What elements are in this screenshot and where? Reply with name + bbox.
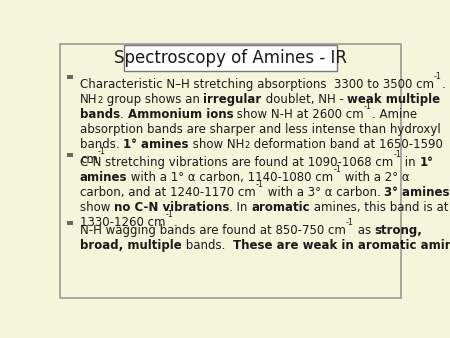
Text: carbon, and at 1240-1170 cm: carbon, and at 1240-1170 cm bbox=[80, 186, 256, 199]
Text: bands.: bands. bbox=[182, 239, 233, 252]
Text: 1330-1260 cm: 1330-1260 cm bbox=[80, 216, 166, 229]
Text: amines: amines bbox=[80, 171, 127, 184]
Text: doublet, NH -: doublet, NH - bbox=[262, 93, 347, 105]
Text: with a 2° α: with a 2° α bbox=[342, 171, 410, 184]
Text: group shows an: group shows an bbox=[103, 93, 203, 105]
Bar bbox=[68, 75, 73, 79]
Text: N-H wagging bands are found at 850-750 cm: N-H wagging bands are found at 850-750 c… bbox=[80, 224, 346, 237]
Text: .: . bbox=[106, 153, 109, 166]
Text: . Amine: . Amine bbox=[372, 108, 417, 121]
Text: Ammonium ions: Ammonium ions bbox=[128, 108, 233, 121]
Text: as: as bbox=[354, 224, 374, 237]
Text: 3° amines: 3° amines bbox=[384, 186, 450, 199]
Text: bands: bands bbox=[80, 108, 120, 121]
Text: show: show bbox=[80, 201, 114, 214]
Bar bbox=[68, 153, 73, 157]
Text: aromatic: aromatic bbox=[252, 201, 310, 214]
Text: Spectroscopy of Amines - IR: Spectroscopy of Amines - IR bbox=[114, 49, 347, 67]
Text: broad, multiple: broad, multiple bbox=[80, 239, 182, 252]
Text: -1: -1 bbox=[333, 165, 342, 174]
Text: -1: -1 bbox=[166, 210, 173, 219]
Text: absorption bands are sharper and less intense than hydroxyl: absorption bands are sharper and less in… bbox=[80, 123, 441, 136]
Text: . In: . In bbox=[230, 201, 252, 214]
Text: 2: 2 bbox=[98, 96, 103, 105]
Bar bbox=[68, 221, 73, 225]
Text: in: in bbox=[401, 155, 419, 169]
Text: show N-H at 2600 cm: show N-H at 2600 cm bbox=[233, 108, 364, 121]
Text: with a 1° α carbon, 1140-1080 cm: with a 1° α carbon, 1140-1080 cm bbox=[127, 171, 333, 184]
Text: NH: NH bbox=[80, 93, 98, 105]
Text: .: . bbox=[173, 216, 177, 229]
Text: 2: 2 bbox=[244, 141, 250, 150]
Text: -1: -1 bbox=[393, 150, 401, 159]
Text: cm: cm bbox=[80, 153, 98, 166]
Text: -1: -1 bbox=[434, 72, 442, 81]
Text: strong,: strong, bbox=[374, 224, 423, 237]
Text: 1°: 1° bbox=[419, 155, 433, 169]
FancyBboxPatch shape bbox=[124, 45, 337, 71]
Text: amines, this band is at: amines, this band is at bbox=[310, 201, 449, 214]
Text: -1: -1 bbox=[364, 102, 372, 111]
Text: Characteristic N–H stretching absorptions  3300 to 3500 cm: Characteristic N–H stretching absorption… bbox=[80, 77, 434, 91]
Text: -1: -1 bbox=[98, 147, 106, 156]
Text: -1: -1 bbox=[346, 218, 354, 227]
Text: bands.: bands. bbox=[80, 138, 123, 151]
Text: weak multiple: weak multiple bbox=[347, 93, 441, 105]
Text: C-N stretching vibrations are found at 1090-1068 cm: C-N stretching vibrations are found at 1… bbox=[80, 155, 393, 169]
Text: 1° amines: 1° amines bbox=[123, 138, 189, 151]
Text: irregular: irregular bbox=[203, 93, 262, 105]
Text: with a 3° α carbon.: with a 3° α carbon. bbox=[264, 186, 384, 199]
Text: no C-N vibrations: no C-N vibrations bbox=[114, 201, 230, 214]
Text: show NH: show NH bbox=[189, 138, 244, 151]
Text: .: . bbox=[442, 77, 446, 91]
Text: These are weak in aromatic amines: These are weak in aromatic amines bbox=[233, 239, 450, 252]
Text: -1: -1 bbox=[256, 180, 264, 189]
Text: deformation band at 1650-1590: deformation band at 1650-1590 bbox=[250, 138, 442, 151]
Text: .: . bbox=[120, 108, 128, 121]
